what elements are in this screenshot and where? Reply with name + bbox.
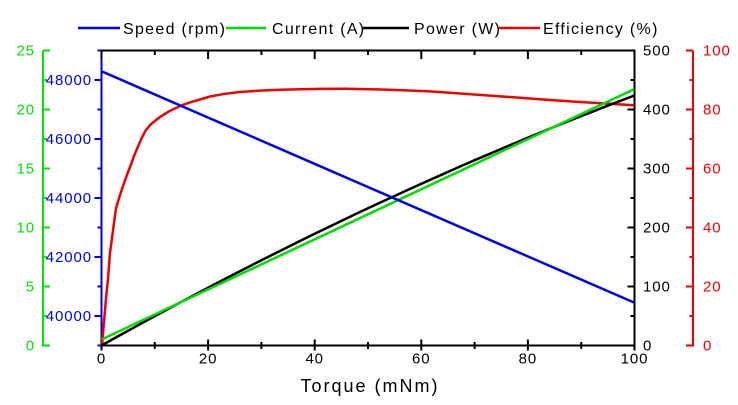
svg-text:25: 25 <box>17 42 36 59</box>
svg-text:0: 0 <box>703 337 712 354</box>
svg-text:40: 40 <box>305 351 324 368</box>
svg-text:Power (W): Power (W) <box>414 21 501 38</box>
svg-text:0: 0 <box>643 337 652 354</box>
svg-text:0: 0 <box>97 351 106 368</box>
svg-text:Efficiency (%): Efficiency (%) <box>543 21 659 38</box>
svg-text:Speed (rpm): Speed (rpm) <box>123 21 226 38</box>
svg-text:Current (A): Current (A) <box>272 21 365 38</box>
svg-text:40000: 40000 <box>46 308 92 325</box>
svg-text:0: 0 <box>26 337 35 354</box>
svg-text:48000: 48000 <box>46 72 92 89</box>
svg-text:40: 40 <box>703 219 722 236</box>
svg-text:20: 20 <box>199 351 218 368</box>
svg-text:200: 200 <box>643 219 671 236</box>
svg-text:46000: 46000 <box>46 131 92 148</box>
svg-text:15: 15 <box>17 160 36 177</box>
svg-text:400: 400 <box>643 101 671 118</box>
svg-text:80: 80 <box>703 101 722 118</box>
svg-text:100: 100 <box>621 351 649 368</box>
svg-text:42000: 42000 <box>46 249 92 266</box>
svg-text:500: 500 <box>643 42 671 59</box>
svg-text:44000: 44000 <box>46 190 92 207</box>
svg-text:5: 5 <box>26 278 35 295</box>
svg-text:80: 80 <box>519 351 538 368</box>
svg-text:100: 100 <box>703 42 731 59</box>
svg-text:100: 100 <box>643 278 671 295</box>
svg-text:300: 300 <box>643 160 671 177</box>
svg-text:60: 60 <box>412 351 431 368</box>
svg-text:60: 60 <box>703 160 722 177</box>
svg-text:Torque (mNm): Torque (mNm) <box>300 376 439 396</box>
svg-text:10: 10 <box>17 219 36 236</box>
svg-text:20: 20 <box>17 101 36 118</box>
svg-text:20: 20 <box>703 278 722 295</box>
